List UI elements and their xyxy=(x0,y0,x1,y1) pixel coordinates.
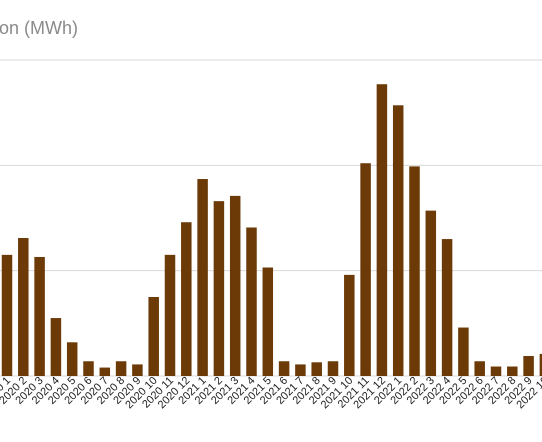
bar-2020-2 xyxy=(18,238,29,376)
bar-2022-4 xyxy=(441,239,453,376)
bar-2021-2 xyxy=(213,201,225,376)
bar-2022-7 xyxy=(490,366,502,376)
bar-2022-8 xyxy=(507,366,518,376)
bar-2020-4 xyxy=(50,318,62,376)
bar-2021-6 xyxy=(278,361,290,376)
chart-title: tion (MWh) xyxy=(0,18,79,38)
bar-2020-3 xyxy=(34,256,45,376)
bar-2022-10 xyxy=(539,353,542,376)
bar-2020-11 xyxy=(164,254,176,376)
bar-2020-7 xyxy=(99,367,111,376)
bar-2020-6 xyxy=(83,361,94,376)
bar-2021-11 xyxy=(360,163,371,376)
bar-2022-2 xyxy=(409,166,420,376)
bar-2020-1 xyxy=(1,254,13,376)
bar-2020-8 xyxy=(115,361,127,376)
bar-2021-9 xyxy=(327,361,339,376)
bar-2020-9 xyxy=(132,364,143,376)
bar-2021-1 xyxy=(197,179,208,376)
bar-2022-5 xyxy=(458,327,469,376)
bar-2022-6 xyxy=(474,361,485,376)
bar-2021-12 xyxy=(376,84,388,376)
bar-2020-12 xyxy=(181,222,192,376)
bar-2020-10 xyxy=(148,297,159,376)
bar-2022-3 xyxy=(425,210,437,376)
bar-2021-10 xyxy=(344,274,355,376)
bar-2021-8 xyxy=(311,362,322,376)
bar-2021-7 xyxy=(295,364,306,376)
bar-2021-5 xyxy=(262,267,274,376)
bar-2022-1 xyxy=(392,105,404,376)
bar-2020-5 xyxy=(66,342,78,376)
bar-2021-4 xyxy=(246,227,257,376)
bar-2021-3 xyxy=(229,195,241,376)
bar-2022-9 xyxy=(523,355,534,376)
bars xyxy=(1,84,542,376)
